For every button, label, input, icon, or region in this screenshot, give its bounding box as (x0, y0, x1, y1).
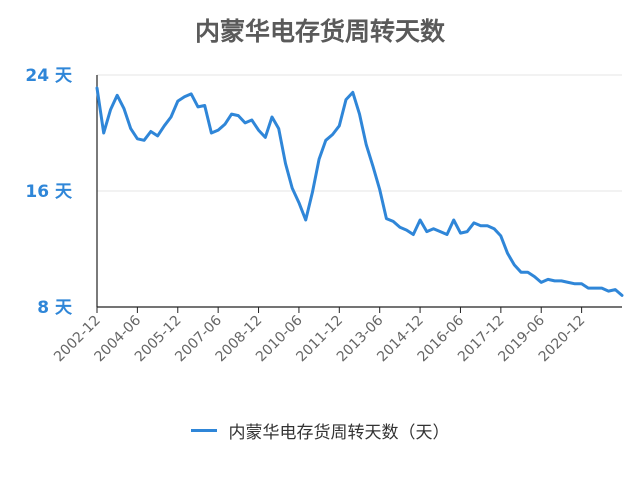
line-chart: 24 天 16 天 8 天 2002-122004-062005-122007-06… (25, 66, 624, 365)
legend-label: 内蒙华电存货周转天数（天） (228, 423, 450, 443)
chart-title: 内蒙华电存货周转天数 (194, 17, 445, 46)
x-axis: 2002-122004-062005-122007-062008-122010-… (51, 306, 622, 365)
series-layer (95, 86, 624, 297)
legend: 内蒙华电存货周转天数（天） (0, 418, 640, 443)
series-line (95, 86, 624, 297)
grid-lines (97, 74, 622, 192)
y-axis: 24 天 16 天 8 天 (25, 66, 98, 318)
y-tick-label: 24 天 (25, 66, 73, 86)
legend-swatch (190, 429, 217, 432)
y-tick-label: 16 天 (25, 182, 73, 202)
y-tick-label: 8 天 (37, 298, 73, 318)
